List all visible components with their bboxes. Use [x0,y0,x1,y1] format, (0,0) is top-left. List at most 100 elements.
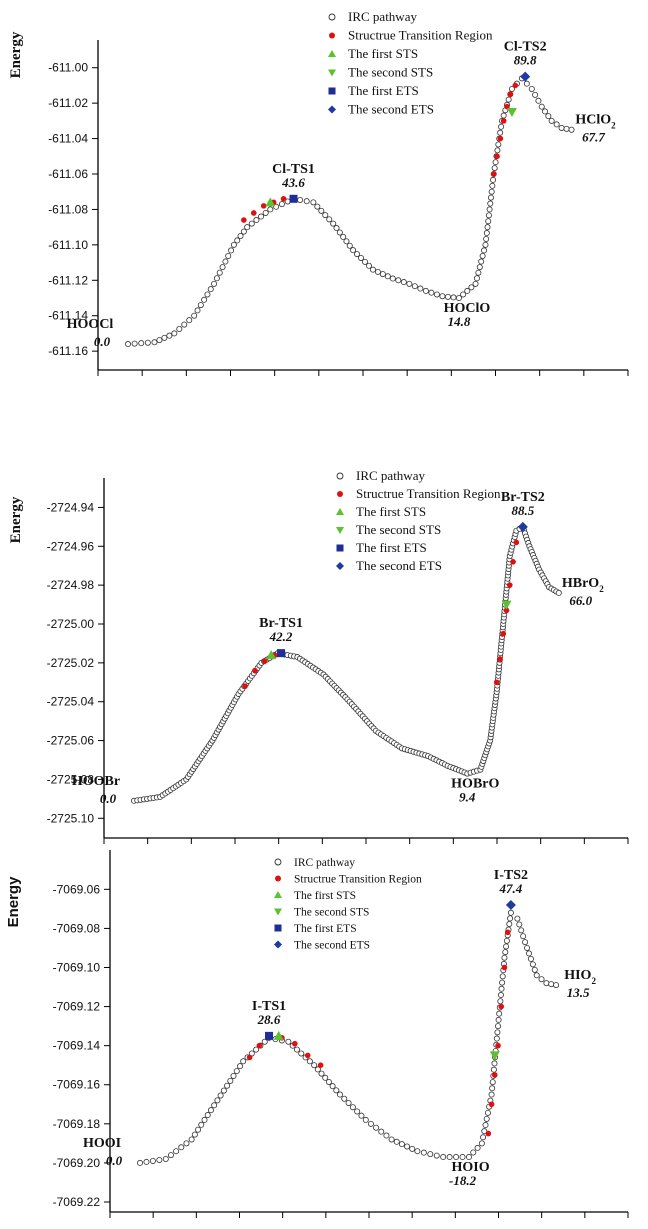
irc-point [497,1011,502,1016]
y-tick-label: -7069.14 [53,1039,101,1053]
irc-point [373,1125,378,1130]
irc-point [483,242,488,247]
y-axis-label: Energy [5,876,22,928]
second-ets-marker [506,900,516,910]
transition-region-point [514,540,520,546]
legend-item: The first STS [274,890,356,902]
irc-point [519,928,524,933]
irc-point [479,1141,484,1146]
legend-item: The second ETS [336,558,442,573]
irc-point [390,276,395,281]
legend-item: IRC pathway [329,9,417,24]
irc-point [226,253,231,258]
legend-diamond-icon [274,941,282,949]
transition-region-point [491,171,497,177]
transition-region-point [252,668,258,674]
irc-point [137,1160,142,1165]
irc-point [145,340,150,345]
transition-region-point [292,1041,298,1047]
irc-point [205,292,210,297]
irc-point [346,1100,351,1105]
irc-point [331,221,336,226]
irc-point [494,1036,499,1041]
irc-point [473,281,478,286]
irc-point [192,1132,197,1137]
y-tick-label: -611.06 [48,167,88,181]
transition-region-point [498,136,504,142]
irc-point [477,265,482,270]
irc-point [237,1064,242,1069]
irc-point [445,294,450,299]
legend-triangle-down-icon [328,70,336,77]
legend-square-icon [275,925,282,932]
irc-point [523,939,528,944]
irc-point [368,1121,373,1126]
irc-point [231,242,236,247]
legend-item: The first STS [336,504,426,519]
annotation-species: HOOBr [72,774,120,789]
y-tick-label: -7069.16 [53,1078,101,1092]
irc-point [492,165,497,170]
irc-point [163,1156,168,1161]
annotation-energy: 66.0 [569,593,592,608]
irc-point [375,269,380,274]
irc-point [460,1154,465,1159]
y-tick-label: -7069.20 [53,1156,101,1170]
irc-point [157,1157,162,1162]
irc-point [384,1133,389,1138]
transition-region-point [510,559,516,565]
irc-point [486,219,491,224]
transition-region-point [497,656,503,662]
annotation-species: HOOCl [67,317,114,332]
irc-point [530,962,535,967]
irc-point [152,340,157,345]
legend-item: The second ETS [328,102,434,117]
irc-point [228,248,233,253]
irc-point [379,1129,384,1134]
y-tick-label: -611.00 [48,61,88,75]
irc-point [492,1061,497,1066]
irc-point [327,217,332,222]
transition-region-point [318,1062,324,1068]
irc-point [524,81,529,86]
legend-item: The first ETS [337,540,427,555]
irc-point [268,207,273,212]
annotation-species-subscript: 2 [599,584,604,594]
irc-point [496,1017,501,1022]
irc-point [304,199,309,204]
irc-point [182,322,187,327]
irc-point [394,1139,399,1144]
irc-point [312,1063,317,1068]
irc-point [490,1079,495,1084]
irc-point [355,1109,360,1114]
annotation-energy: 47.4 [499,881,523,896]
transition-region-point [251,210,257,216]
irc-point [559,125,564,130]
irc-point [493,160,498,165]
legend-open-circle-icon [329,14,335,20]
irc-point [471,1150,476,1155]
irc-point [323,212,328,217]
irc-point [421,1150,426,1155]
irc-point [245,225,250,230]
irc-point [539,104,544,109]
irc-point [549,981,554,986]
legend-item: Structrue Transition Region [275,874,422,886]
y-tick-label: -2725.06 [47,734,95,748]
irc-point [330,1084,335,1089]
irc-point [344,239,349,244]
irc-point [359,1113,364,1118]
transition-region-point [498,1004,504,1010]
irc-point [217,270,222,275]
irc-point [499,986,504,991]
irc-point [484,1116,489,1121]
irc-point [241,1059,246,1064]
irc-point [125,341,130,346]
irc-point [490,183,495,188]
irc-point [489,189,494,194]
chart-panel-2: -2724.94-2724.96-2724.98-2725.00-2725.02… [8,468,628,844]
irc-point [500,980,505,985]
irc-point [476,270,481,275]
legend-label: The first ETS [356,540,427,555]
y-tick-label: -7069.06 [53,882,101,896]
